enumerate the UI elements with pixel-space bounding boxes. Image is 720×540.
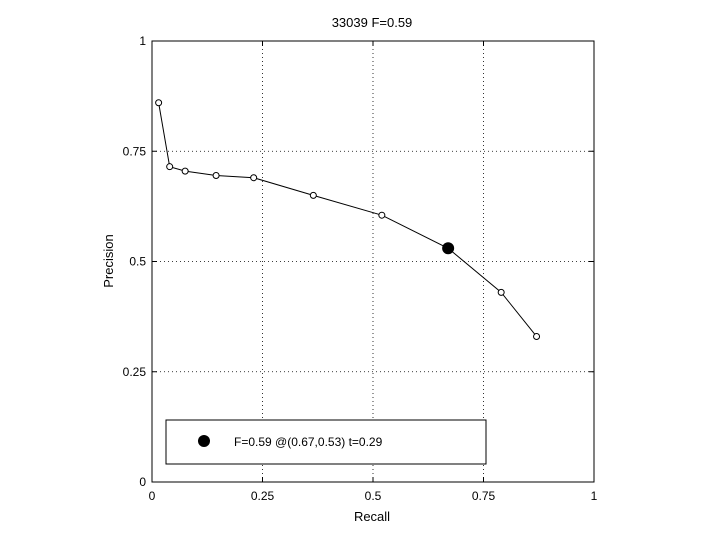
series-layer xyxy=(155,99,541,340)
legend-text: F=0.59 @(0.67,0.53) t=0.29 xyxy=(234,435,383,449)
data-point xyxy=(166,163,174,171)
grid-lines xyxy=(152,41,594,482)
x-axis-label: Recall xyxy=(354,509,390,524)
data-point xyxy=(309,191,317,199)
x-tick-label: 0.5 xyxy=(365,489,382,503)
data-point xyxy=(155,99,163,107)
data-point xyxy=(212,172,220,180)
x-tick-label: 1 xyxy=(591,489,598,503)
y-tick-label: 0.25 xyxy=(123,365,147,379)
data-point xyxy=(181,167,189,175)
legend-box xyxy=(165,419,487,465)
legend: F=0.59 @(0.67,0.53) t=0.29 xyxy=(165,419,487,465)
data-point xyxy=(497,288,505,296)
y-tick-label: 0.75 xyxy=(123,144,147,158)
legend-marker xyxy=(198,435,210,447)
plot-frame xyxy=(151,40,595,483)
y-tick-label: 0 xyxy=(139,475,146,489)
data-point xyxy=(533,332,541,340)
chart-title: 33039 F=0.59 xyxy=(332,15,413,30)
series-line xyxy=(158,102,537,337)
x-tick-label: 0.25 xyxy=(251,489,275,503)
data-point xyxy=(378,211,386,219)
x-tick-label: 0.75 xyxy=(472,489,496,503)
best-f-point xyxy=(442,242,455,255)
data-point xyxy=(250,174,258,182)
y-axis-label: Precision xyxy=(101,234,116,287)
y-tick-label: 0.5 xyxy=(129,255,146,269)
y-tick-label: 1 xyxy=(139,34,146,48)
x-tick-label: 0 xyxy=(149,489,156,503)
